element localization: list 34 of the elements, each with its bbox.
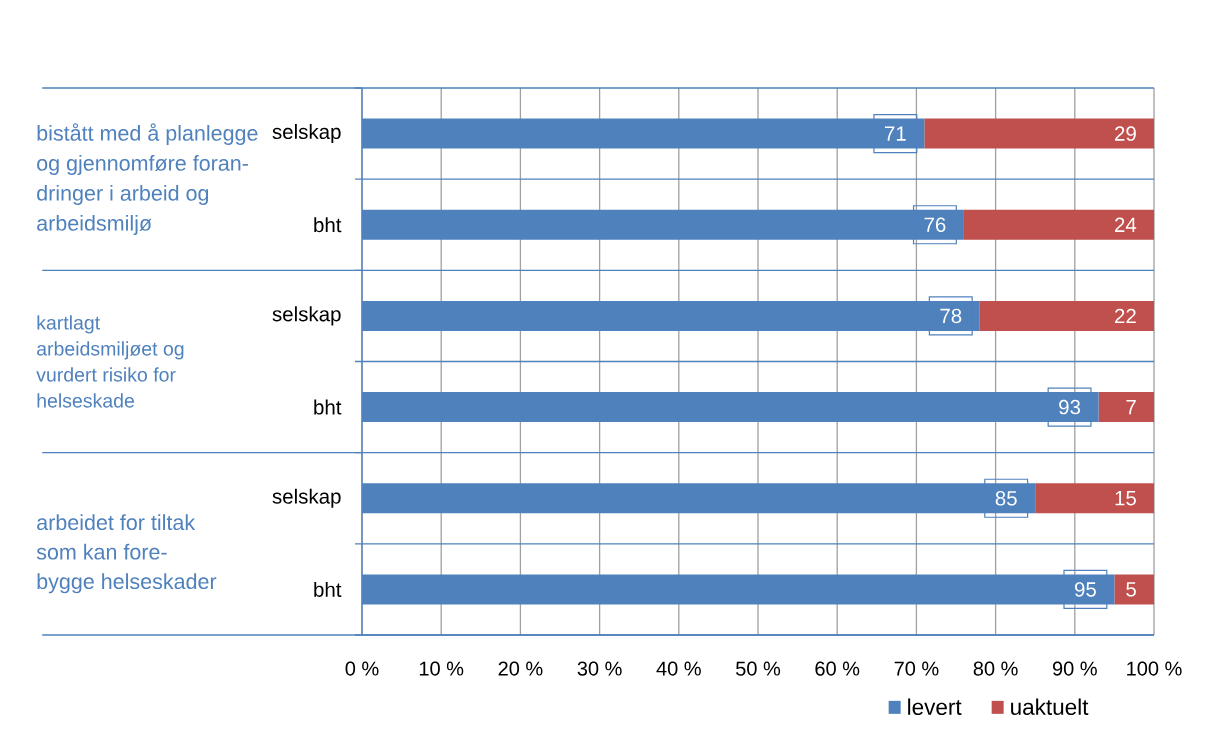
y-tick-label: bht bbox=[314, 399, 342, 415]
data-label: 15 bbox=[1115, 491, 1136, 506]
data-label: 93 bbox=[1059, 399, 1081, 415]
y-tick-label: selskap bbox=[272, 488, 341, 508]
data-label: 7 bbox=[1126, 400, 1136, 415]
x-tick-label: 40 % bbox=[656, 661, 701, 676]
y-tick-label: bht bbox=[314, 581, 342, 597]
data-label: 22 bbox=[1115, 308, 1136, 324]
data-label: 76 bbox=[924, 217, 946, 232]
data-label: 29 bbox=[1115, 126, 1136, 141]
legend-label: uaktuelt bbox=[1011, 698, 1089, 715]
data-label: 95 bbox=[1074, 582, 1096, 597]
x-tick-label: 20 % bbox=[498, 661, 543, 676]
y-tick-label: selskap bbox=[272, 124, 341, 144]
y-tick-label: bht bbox=[314, 217, 342, 233]
text: bistått med å planlegge og gjennomføre foran-dringer i arbeid og arbeidsmiljø bbox=[37, 123, 258, 236]
data-label: 24 bbox=[1115, 217, 1137, 232]
x-tick-label: 10 % bbox=[419, 661, 464, 676]
x-tick-label: 50 % bbox=[736, 661, 781, 676]
data-label: 71 bbox=[884, 126, 906, 141]
x-tick-label: 30 % bbox=[577, 661, 622, 676]
text: arbeidet for tiltak som kan fore-bygge helseskader bbox=[36, 514, 217, 594]
x-tick-label: 100 % bbox=[1127, 661, 1182, 676]
x-tick-label: 80 % bbox=[973, 661, 1018, 676]
x-tick-label: 70 % bbox=[894, 661, 939, 676]
x-tick-label: 60 % bbox=[815, 661, 860, 676]
x-tick-label: 90 % bbox=[1052, 661, 1097, 676]
y-tick-label: selskap bbox=[272, 306, 341, 326]
data-label: 78 bbox=[940, 308, 962, 324]
x-tick-label: 0 % bbox=[345, 661, 379, 676]
text: kartlagt arbeidsmiljøet og vurdert risiko for helseskade bbox=[36, 315, 184, 408]
data-label: 85 bbox=[995, 490, 1017, 506]
data-label: 5 bbox=[1126, 582, 1136, 597]
legend-label: levert bbox=[908, 698, 962, 715]
